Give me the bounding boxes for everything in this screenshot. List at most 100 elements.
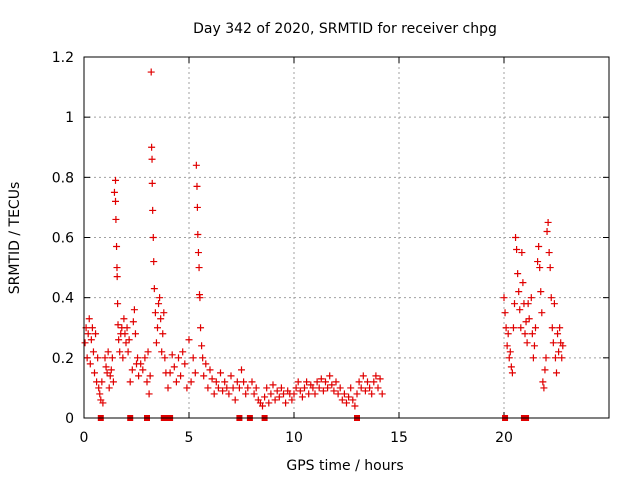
data-point xyxy=(519,279,527,287)
data-point xyxy=(144,348,152,356)
data-point xyxy=(150,258,158,266)
data-point xyxy=(110,188,118,196)
data-point xyxy=(92,330,100,338)
x-tick-label: 10 xyxy=(285,430,303,446)
data-point xyxy=(542,354,550,362)
data-point xyxy=(539,378,547,386)
data-point xyxy=(558,354,566,362)
data-point xyxy=(175,354,182,362)
data-point xyxy=(252,384,260,392)
data-point xyxy=(514,270,522,278)
data-point xyxy=(221,378,229,386)
data-point xyxy=(91,369,98,377)
data-point xyxy=(361,387,369,395)
x-tick-label: 0 xyxy=(80,430,89,446)
data-point xyxy=(551,354,559,362)
data-point xyxy=(141,354,149,362)
data-point xyxy=(550,300,558,308)
data-point xyxy=(511,300,518,308)
data-point xyxy=(231,396,239,404)
data-point xyxy=(149,234,157,241)
data-point xyxy=(263,384,271,392)
data-point xyxy=(513,246,521,254)
data-point xyxy=(250,390,258,398)
data-point xyxy=(537,288,545,296)
data-point xyxy=(359,372,367,380)
data-point xyxy=(102,363,110,371)
data-point xyxy=(114,321,122,329)
data-point xyxy=(200,372,208,380)
data-point xyxy=(145,390,153,398)
data-point xyxy=(364,378,371,386)
data-point xyxy=(158,348,166,356)
data-point xyxy=(159,330,167,338)
data-point xyxy=(292,384,300,392)
data-point xyxy=(83,354,91,362)
data-point xyxy=(177,372,185,380)
data-point xyxy=(94,354,102,362)
data-point xyxy=(88,324,96,332)
data-point xyxy=(334,390,342,398)
data-point xyxy=(547,294,555,302)
data-point xyxy=(202,360,210,368)
data-point xyxy=(366,384,374,392)
data-point xyxy=(164,384,172,392)
data-point xyxy=(195,264,203,272)
data-point xyxy=(99,399,107,407)
data-point xyxy=(515,288,523,296)
y-tick-label: 0 xyxy=(65,411,74,427)
grid-lines xyxy=(84,57,609,418)
data-point xyxy=(317,375,325,383)
data-point xyxy=(353,390,361,398)
data-point xyxy=(125,336,133,344)
data-point xyxy=(194,230,202,238)
data-point xyxy=(212,378,220,386)
data-point xyxy=(528,330,536,338)
data-point xyxy=(509,324,517,332)
data-point xyxy=(104,348,112,356)
data-point xyxy=(113,264,121,272)
data-point xyxy=(157,315,165,323)
data-point xyxy=(185,336,193,344)
y-tick-label: 0.2 xyxy=(52,351,74,367)
data-point xyxy=(189,354,197,362)
data-point xyxy=(555,348,563,356)
data-point xyxy=(351,402,359,410)
data-point xyxy=(113,243,121,251)
data-point xyxy=(543,227,551,235)
data-point xyxy=(548,324,556,332)
data-point xyxy=(223,384,231,392)
data-point xyxy=(219,387,227,395)
chart-title: Day 342 of 2020, SRMTID for receiver chp… xyxy=(193,21,497,37)
data-point xyxy=(123,324,131,332)
data-point xyxy=(554,330,562,338)
data-point xyxy=(347,384,355,392)
data-point xyxy=(301,384,308,392)
data-point xyxy=(85,315,93,323)
data-point xyxy=(183,384,191,392)
data-point xyxy=(271,396,279,404)
data-point xyxy=(311,390,319,398)
data-point xyxy=(126,378,134,386)
data-point xyxy=(103,369,111,377)
data-point xyxy=(84,330,92,338)
data-point xyxy=(345,393,353,401)
data-point xyxy=(187,378,195,386)
data-point xyxy=(238,366,245,374)
data-point xyxy=(530,342,538,350)
data-point xyxy=(522,318,530,326)
data-point xyxy=(505,354,513,362)
data-point xyxy=(534,258,542,266)
data-point xyxy=(150,285,158,293)
data-point xyxy=(196,294,204,302)
data-point xyxy=(146,372,154,380)
data-point xyxy=(372,372,380,380)
data-point xyxy=(131,330,139,338)
data-point xyxy=(265,399,273,407)
data-point xyxy=(275,393,283,401)
data-point xyxy=(193,203,201,211)
x-tick-label: 15 xyxy=(390,430,408,446)
data-point xyxy=(172,378,180,386)
y-tick-label: 1.2 xyxy=(52,50,74,66)
